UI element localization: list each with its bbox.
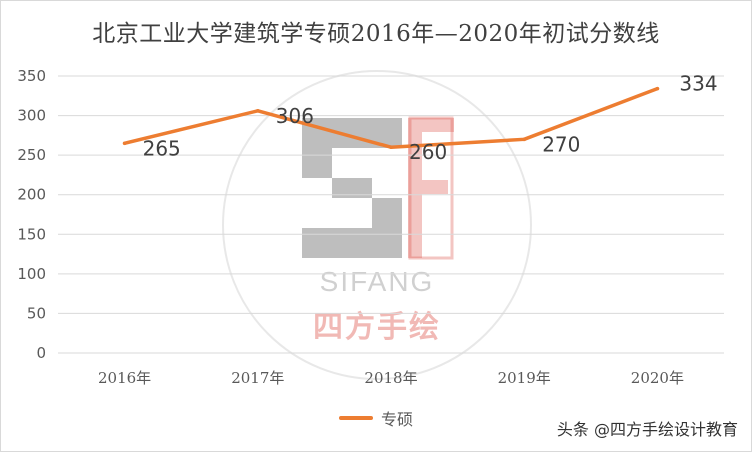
gridlines xyxy=(58,75,724,354)
legend-label: 专硕 xyxy=(380,410,413,429)
y-tick-label: 300 xyxy=(17,107,46,125)
y-tick-label: 150 xyxy=(17,225,46,243)
data-point xyxy=(122,141,127,146)
y-tick-label: 250 xyxy=(17,146,46,164)
data-point xyxy=(389,145,393,150)
data-point xyxy=(255,109,260,113)
x-tick-label: 2016年 xyxy=(98,369,151,387)
data-label: 306 xyxy=(276,104,314,128)
y-tick-label: 0 xyxy=(36,344,46,362)
data-label: 270 xyxy=(542,132,580,156)
data-point xyxy=(655,86,660,91)
data-label: 260 xyxy=(409,140,447,164)
y-tick-label: 200 xyxy=(17,186,46,204)
x-tick-label: 2018年 xyxy=(364,369,417,387)
y-axis-ticks: 0 50 100 150 200 250 300 350 xyxy=(17,67,46,362)
chart-title: 北京工业大学建筑学专硕2016年—2020年初试分数线 xyxy=(92,21,660,47)
x-tick-label: 2020年 xyxy=(631,369,684,387)
watermark-credit: 头条 @四方手绘设计教育 xyxy=(556,420,738,439)
x-axis-ticks: 2016年 2017年 2018年 2019年 2020年 xyxy=(98,369,684,387)
data-point xyxy=(522,137,526,142)
x-tick-label: 2019年 xyxy=(498,369,551,387)
y-tick-label: 350 xyxy=(17,67,46,85)
y-tick-label: 100 xyxy=(17,265,46,283)
x-tick-label: 2017年 xyxy=(231,369,284,387)
legend-swatch xyxy=(338,416,373,420)
y-tick-label: 50 xyxy=(27,304,46,322)
data-labels: 265 306 260 270 334 xyxy=(143,72,718,165)
data-label: 334 xyxy=(679,72,717,96)
series-line-layer xyxy=(122,86,660,150)
data-label: 265 xyxy=(143,136,181,160)
legend: 专硕 xyxy=(0,406,752,430)
